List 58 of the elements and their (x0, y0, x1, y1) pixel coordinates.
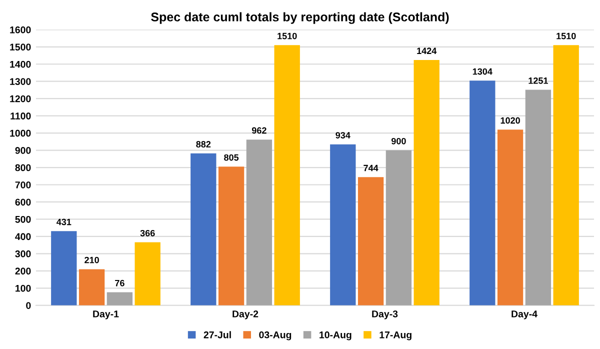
legend-label: 27-Jul (204, 331, 231, 338)
data-label: 1424 (417, 48, 437, 54)
bar (274, 45, 300, 306)
data-label: 210 (84, 256, 99, 264)
y-tick-label: 0 (26, 302, 31, 309)
y-tick-label: 500 (15, 216, 31, 223)
y-tick-label: 400 (15, 233, 31, 240)
y-tick-label: 100 (16, 284, 31, 292)
bar (78, 269, 105, 306)
data-label: 805 (224, 154, 239, 161)
y-tick-label: 900 (15, 147, 31, 154)
bar (414, 60, 440, 306)
bar (358, 177, 384, 306)
bar (553, 45, 579, 306)
y-tick-label: 1100 (10, 112, 31, 120)
x-tick-label: Day-1 (93, 310, 119, 320)
y-tick-label: 600 (15, 198, 31, 206)
data-label: 934 (336, 132, 350, 138)
y-tick-label: 300 (15, 250, 31, 258)
y-tick-label: 1200 (10, 95, 31, 102)
data-label: 1020 (500, 117, 520, 124)
x-tick-label: Day-4 (512, 310, 538, 320)
bar (51, 231, 77, 306)
legend-label: 03-Aug (259, 331, 292, 340)
y-tick-label: 1000 (10, 130, 31, 137)
bar (386, 150, 412, 306)
x-tick-label: Day-3 (372, 310, 398, 320)
bar (134, 242, 160, 306)
data-label: 1304 (472, 68, 492, 75)
y-tick-label: 700 (15, 181, 31, 188)
bar (470, 80, 496, 306)
y-tick-label: 800 (15, 164, 31, 172)
data-label: 1251 (528, 77, 548, 84)
data-label: 1510 (278, 32, 297, 40)
bar (330, 144, 356, 306)
data-label: 76 (115, 280, 124, 286)
bar (497, 130, 524, 306)
bar (106, 292, 133, 306)
y-tick-label: 1400 (10, 60, 31, 68)
data-label: 1510 (556, 32, 576, 40)
data-label: 882 (196, 141, 211, 148)
data-label: 366 (140, 230, 155, 236)
legend-label: 17-Aug (380, 332, 412, 340)
bar (525, 90, 552, 306)
chart-title: Spec date cuml totals by reporting date (Scotland) (151, 12, 449, 24)
y-tick-label: 1300 (10, 78, 31, 85)
x-tick-label: Day-2 (232, 310, 258, 320)
data-label: 900 (391, 138, 406, 144)
data-label: 962 (252, 127, 266, 134)
legend-label: 10-Aug (320, 331, 352, 340)
y-tick-label: 200 (15, 268, 31, 275)
data-label: 431 (56, 218, 72, 226)
data-label: 744 (364, 164, 378, 172)
y-tick-label: 1600 (10, 26, 31, 34)
y-tick-label: 1500 (10, 44, 31, 51)
bar (190, 153, 216, 306)
bar (218, 166, 244, 306)
bar (246, 140, 272, 306)
